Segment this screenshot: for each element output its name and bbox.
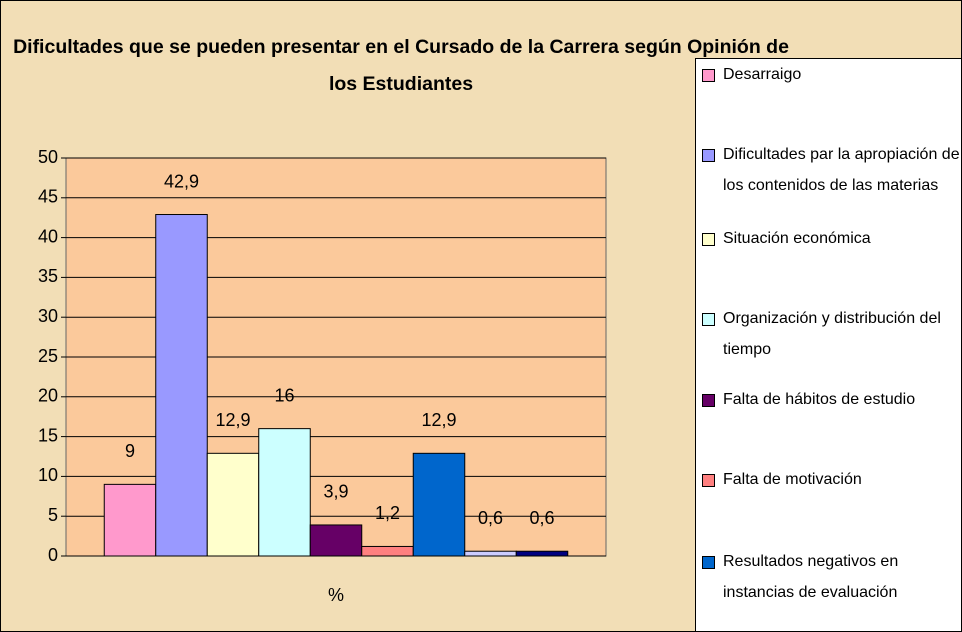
bar [361,545,414,557]
y-tick-label: 45 [38,187,58,207]
legend-label: Desarraigo [723,66,802,83]
bar [206,452,260,557]
legend-swatch [702,69,715,82]
y-tick-label: 50 [38,147,58,167]
y-tick-label: 30 [38,306,58,326]
data-label: 16 [274,385,294,405]
bar [412,452,466,557]
bar [309,524,363,557]
data-label: 0,6 [529,508,554,528]
bar [258,428,311,557]
x-tick-label: % [328,585,344,605]
y-tick-label: 5 [48,505,58,525]
data-label: 0,6 [478,508,503,528]
legend-label: Situación económica [723,230,871,247]
legend-swatch [702,394,715,407]
legend-swatch [702,233,715,246]
data-label: 42,9 [164,171,199,191]
y-tick-label: 35 [38,266,58,286]
bar [155,214,208,557]
data-label: 12,9 [421,410,456,430]
legend-label: Resultados negativos en instancias de ev… [723,553,899,601]
legend: Desarraigo Dificultades par la apropiació… [695,58,961,631]
data-label: 3,9 [323,482,348,502]
y-tick-label: 25 [38,346,58,366]
legend-label: Organización y distribución del tiempo [723,310,941,358]
y-tick-label: 0 [48,545,58,565]
legend-swatch [702,313,715,326]
y-tick-label: 10 [38,465,58,485]
data-label: 9 [125,441,135,461]
bar [103,483,157,557]
legend-swatch [702,149,715,162]
legend-swatch [702,474,715,487]
legend-label: Falta de hábitos de estudio [723,391,916,408]
legend-label: Falta de motivación [723,471,862,488]
y-tick-label: 15 [38,425,58,445]
y-tick-label: 20 [38,386,58,406]
legend-label: Dificultades par la apropiación de los c… [723,146,960,194]
data-label: 1,2 [375,503,400,523]
y-tick-label: 40 [38,226,58,246]
legend-swatch [702,556,715,569]
data-label: 12,9 [215,410,250,430]
chart-title: Dificultades que se pueden presentar en … [13,36,789,95]
bar [464,550,517,557]
bar [515,550,569,557]
